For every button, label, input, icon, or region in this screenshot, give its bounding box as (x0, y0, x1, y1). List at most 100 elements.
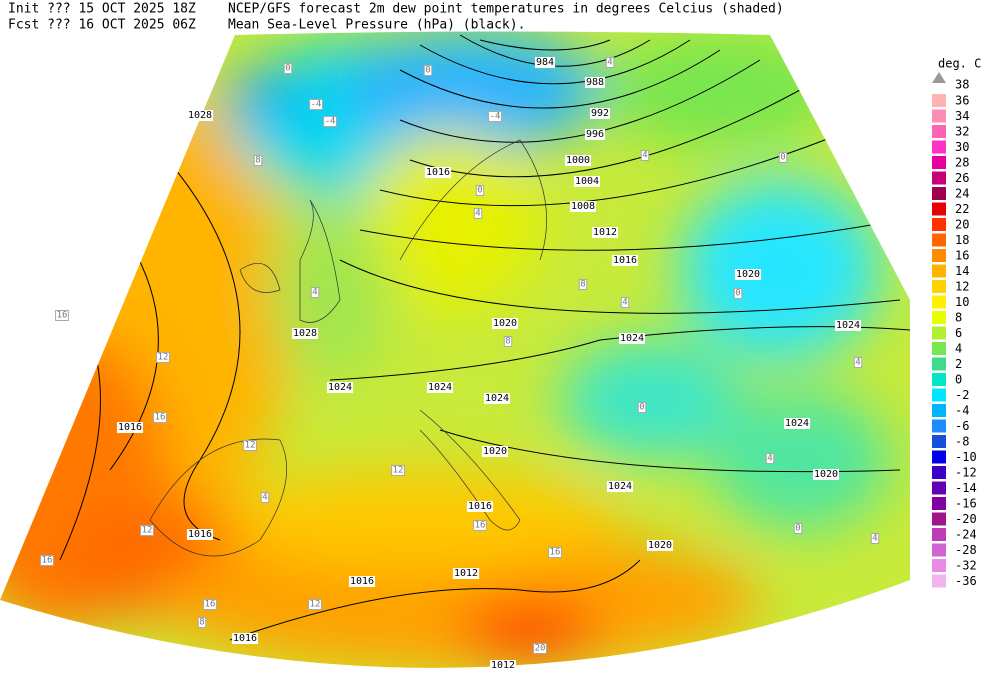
dewpoint-label: 12 (310, 600, 321, 610)
legend-swatch (932, 543, 946, 557)
legend-swatch (932, 357, 946, 371)
label-background (733, 288, 743, 299)
isobar-label: 1020 (493, 318, 517, 329)
label-background (348, 576, 376, 587)
label-background (573, 176, 601, 187)
dewpoint-label: 4 (312, 288, 317, 298)
label-background (834, 320, 862, 331)
legend-label: -6 (955, 419, 969, 433)
label-background (473, 520, 487, 531)
label-background (620, 297, 630, 308)
legend-unit: deg. C (938, 57, 981, 71)
legend-swatch (932, 528, 946, 541)
legend-swatch (932, 512, 946, 526)
label-background (778, 152, 788, 163)
isobar-label: 1016 (468, 501, 492, 512)
label-background (533, 643, 547, 654)
legend-label: -4 (955, 404, 969, 418)
legend-swatch (932, 342, 946, 355)
dewpoint-label: 4 (475, 209, 480, 219)
label-background (253, 155, 263, 166)
dewpoint-label: 12 (158, 353, 169, 363)
isobar-label: 1024 (485, 393, 509, 404)
isobar-label: 1024 (785, 418, 809, 429)
legend-label: -2 (955, 388, 969, 402)
dewpoint-label: 12 (393, 466, 404, 476)
label-background (40, 555, 54, 566)
legend-label: -8 (955, 435, 969, 449)
init-title: NCEP/GFS forecast 2m dew point temperatu… (228, 2, 784, 17)
legend-swatch (932, 435, 946, 448)
dewpoint-label: 16 (155, 413, 166, 423)
dewpoint-label: 8 (199, 618, 204, 628)
isobar-label: 1028 (293, 328, 317, 339)
label-background (812, 469, 840, 480)
isobar-label: 1024 (620, 333, 644, 344)
legend: deg. C 38 363432302826242220181614121086… (932, 57, 981, 588)
label-background (783, 418, 811, 429)
label-background (466, 501, 494, 512)
dewpoint-labels: 0 -4 -4 0 4 4 0 8 4 16 12 16 12 4 12 16 … (40, 57, 880, 654)
legend-swatch (932, 140, 946, 154)
legend-label: -24 (955, 528, 977, 542)
legend-swatch (932, 450, 946, 464)
dewpoint-label: 16 (57, 311, 68, 321)
label-background (186, 529, 214, 540)
legend-swatch (932, 497, 946, 510)
legend-swatch (932, 264, 946, 278)
label-background (291, 328, 319, 339)
dewpoint-label: 16 (205, 600, 216, 610)
legend-swatch (932, 280, 946, 293)
isobar-label: 1020 (814, 469, 838, 480)
isobar-label: 1016 (613, 255, 637, 266)
legend-swatch (932, 249, 946, 262)
coastlines (149, 139, 548, 557)
isobar-label: 1012 (491, 660, 515, 671)
label-background (243, 440, 257, 451)
label-background (564, 155, 592, 166)
label-background (260, 492, 270, 503)
dewpoint-label: 12 (245, 441, 256, 451)
legend-swatch (932, 373, 946, 386)
isobar-label: 1016 (426, 167, 450, 178)
legend-swatch (932, 109, 946, 123)
dewpoint-label: 4 (622, 298, 627, 308)
isobar-label: 1024 (428, 382, 452, 393)
label-background (637, 402, 647, 413)
label-background (323, 116, 337, 127)
dewpoint-label: 12 (142, 526, 153, 536)
legend-label: 6 (955, 326, 962, 340)
label-background (156, 352, 170, 363)
label-background (870, 533, 880, 544)
legend-label: -36 (955, 574, 977, 588)
isobar-label: 1020 (648, 540, 672, 551)
legend-label: -12 (955, 466, 977, 480)
label-background (116, 422, 144, 433)
label-background (452, 568, 480, 579)
legend-swatch (932, 295, 946, 309)
label-background (197, 617, 207, 628)
legend-label: 22 (955, 202, 969, 216)
label-background (589, 108, 611, 119)
label-background (503, 336, 513, 347)
isobar-label: 1028 (188, 110, 212, 121)
isobar-label: 1024 (328, 382, 352, 393)
label-background (853, 357, 863, 368)
label-background (483, 393, 511, 404)
legend-swatch (932, 171, 946, 185)
isobar-label: 1020 (736, 269, 760, 280)
legend-swatch (932, 466, 946, 479)
label-background (309, 99, 323, 110)
dewpoint-label: 0 (780, 153, 785, 163)
label-background (618, 333, 646, 344)
legend-label: -32 (955, 559, 977, 573)
isobar-label: 1016 (350, 576, 374, 587)
legend-swatch (932, 388, 946, 402)
label-background (584, 129, 606, 140)
legend-label: 4 (955, 342, 962, 356)
label-background (793, 523, 803, 534)
legend-label: 36 (955, 94, 969, 108)
legend-label: 14 (955, 264, 969, 278)
isobar-label: 984 (536, 57, 554, 68)
